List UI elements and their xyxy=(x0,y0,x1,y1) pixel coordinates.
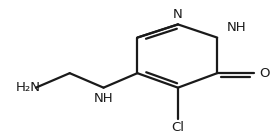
Text: H₂N: H₂N xyxy=(16,81,41,94)
Text: NH: NH xyxy=(94,92,113,105)
Text: NH: NH xyxy=(227,21,246,34)
Text: Cl: Cl xyxy=(171,121,185,134)
Text: O: O xyxy=(259,67,270,80)
Text: N: N xyxy=(173,8,183,21)
